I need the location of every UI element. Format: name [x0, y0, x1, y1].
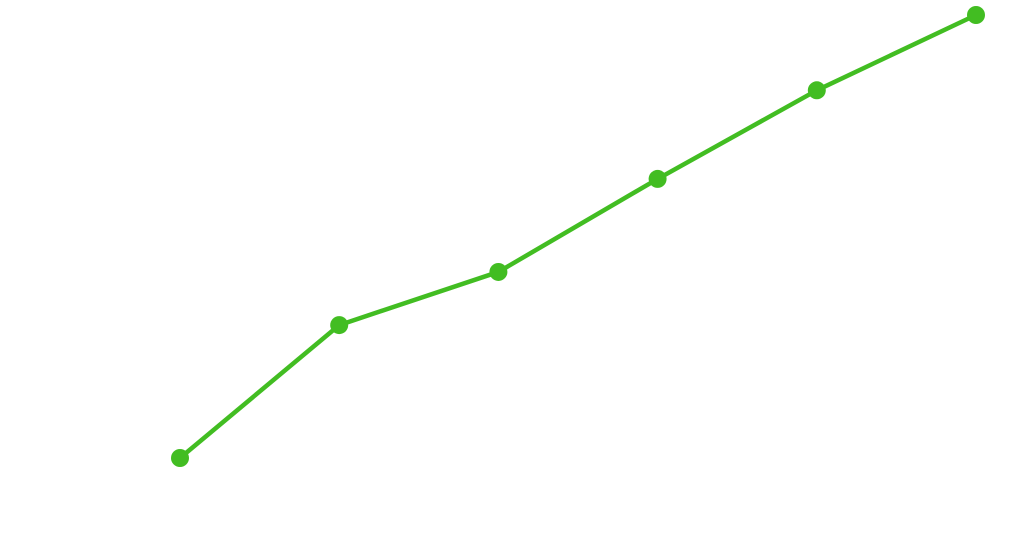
line — [178, 12, 977, 460]
point — [171, 449, 189, 467]
point — [648, 169, 667, 188]
point — [807, 81, 826, 100]
point — [489, 262, 508, 281]
point — [967, 6, 985, 24]
point — [330, 316, 349, 335]
